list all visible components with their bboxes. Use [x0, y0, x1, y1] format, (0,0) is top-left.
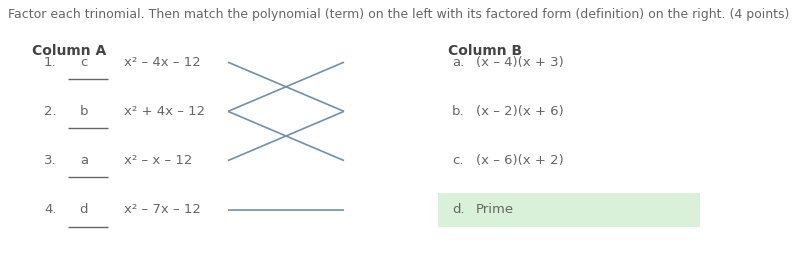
- Text: a: a: [80, 154, 88, 167]
- Text: x² + 4x – 12: x² + 4x – 12: [124, 105, 205, 118]
- Text: b.: b.: [452, 105, 465, 118]
- Text: x² – 7x – 12: x² – 7x – 12: [124, 203, 201, 216]
- Text: c: c: [80, 56, 88, 69]
- Text: Prime: Prime: [476, 203, 514, 216]
- Text: x² – 4x – 12: x² – 4x – 12: [124, 56, 201, 69]
- Text: (x – 6)(x + 2): (x – 6)(x + 2): [476, 154, 564, 167]
- Text: 2.: 2.: [44, 105, 57, 118]
- Text: a.: a.: [452, 56, 464, 69]
- Text: x² – x – 12: x² – x – 12: [124, 154, 192, 167]
- Bar: [438, 193, 700, 227]
- Text: (x – 4)(x + 3): (x – 4)(x + 3): [476, 56, 564, 69]
- Text: 4.: 4.: [44, 203, 57, 216]
- Text: (x – 2)(x + 6): (x – 2)(x + 6): [476, 105, 564, 118]
- Text: d.: d.: [452, 203, 465, 216]
- Text: 1.: 1.: [44, 56, 57, 69]
- Text: Factor each trinomial. Then match the polynomial (term) on the left with its fac: Factor each trinomial. Then match the po…: [8, 8, 790, 21]
- Text: c.: c.: [452, 154, 463, 167]
- Text: d: d: [80, 203, 88, 216]
- Text: Column A: Column A: [32, 44, 106, 58]
- Text: b: b: [80, 105, 88, 118]
- Text: Column B: Column B: [448, 44, 522, 58]
- Text: 3.: 3.: [44, 154, 57, 167]
